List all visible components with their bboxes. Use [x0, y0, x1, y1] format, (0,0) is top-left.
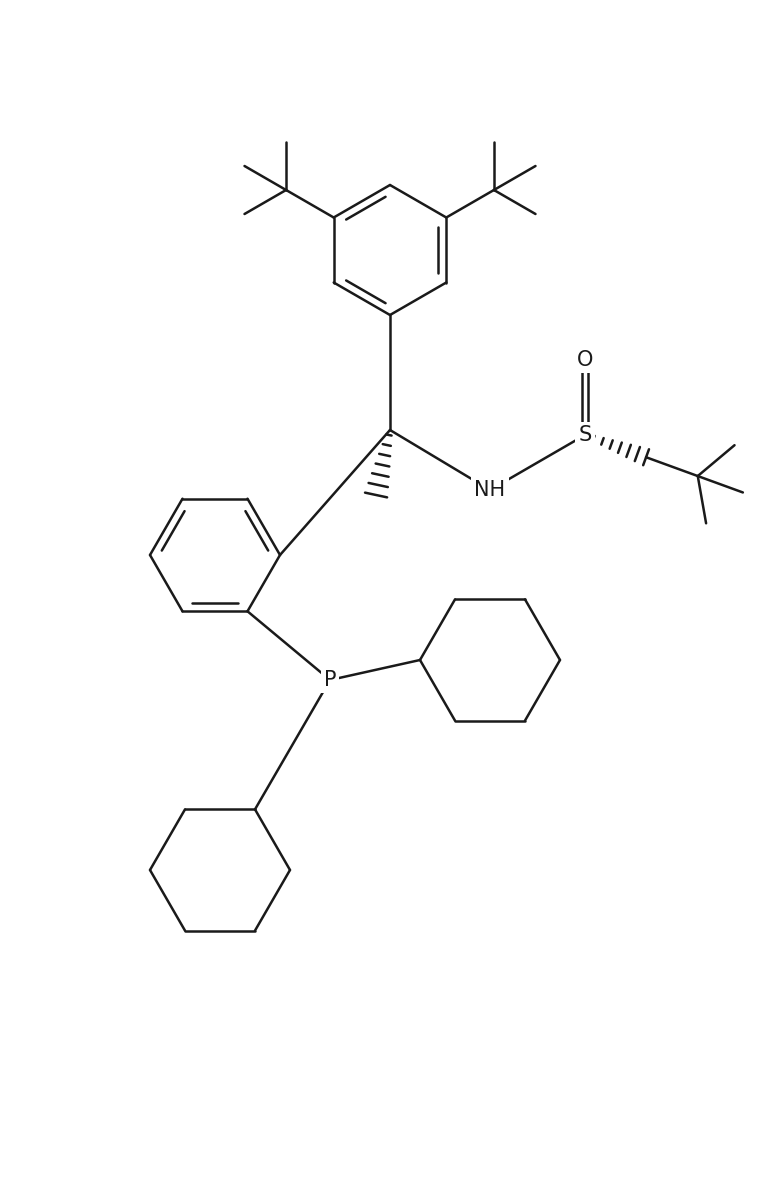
Text: S: S: [578, 425, 591, 445]
Text: P: P: [324, 669, 336, 690]
Text: NH: NH: [475, 480, 506, 500]
Text: O: O: [576, 350, 593, 370]
